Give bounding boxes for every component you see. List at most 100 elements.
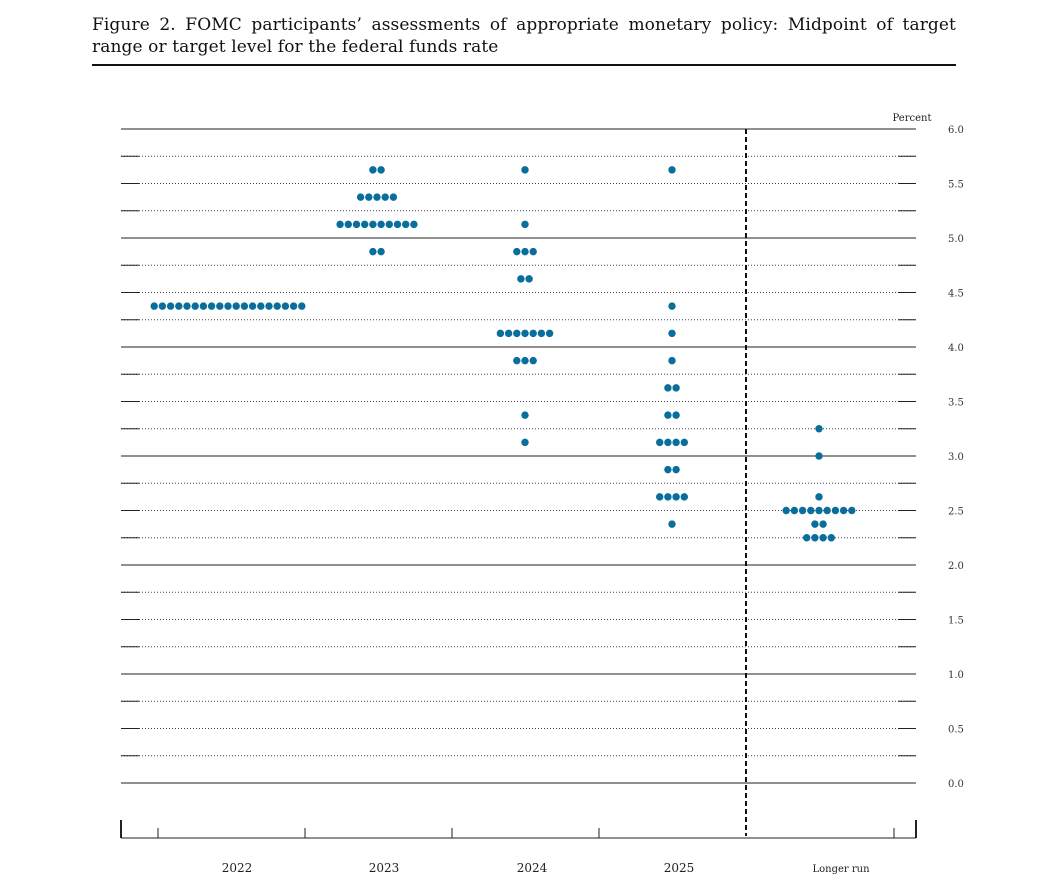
participant-dot bbox=[352, 220, 361, 229]
participant-dot bbox=[216, 302, 224, 310]
participant-dot bbox=[369, 220, 377, 229]
y-tick-label: 1.5 bbox=[948, 616, 964, 627]
participant-dot bbox=[672, 465, 680, 474]
y-tick-label: 3.0 bbox=[948, 452, 964, 463]
participant-dot bbox=[672, 493, 680, 501]
participant-dot bbox=[811, 520, 819, 528]
x-category-label: 2024 bbox=[517, 861, 548, 875]
participant-dot bbox=[199, 302, 208, 310]
participant-dot bbox=[672, 438, 680, 447]
participant-dot bbox=[680, 493, 688, 501]
participant-dot bbox=[529, 356, 537, 365]
participant-dot bbox=[521, 247, 529, 256]
participant-dot bbox=[529, 247, 537, 256]
participant-dot bbox=[823, 506, 831, 515]
participant-dot bbox=[664, 411, 672, 419]
participant-dot bbox=[656, 438, 664, 447]
participant-dot bbox=[521, 438, 529, 447]
participant-dot bbox=[668, 302, 676, 310]
participant-dot bbox=[529, 329, 537, 338]
participant-dot bbox=[336, 220, 344, 229]
participant-dot bbox=[385, 220, 393, 229]
participant-dot bbox=[183, 302, 191, 310]
participant-dot bbox=[393, 220, 402, 229]
participant-dot bbox=[811, 534, 819, 542]
participant-dot bbox=[150, 302, 158, 310]
participant-dot bbox=[377, 220, 385, 229]
y-tick-label: 5.0 bbox=[948, 234, 964, 245]
participant-dot bbox=[344, 220, 352, 229]
participant-dot bbox=[356, 193, 365, 201]
y-tick-label: 2.5 bbox=[948, 507, 964, 518]
participant-dot bbox=[819, 534, 827, 542]
participant-dot bbox=[257, 302, 265, 310]
participant-dot bbox=[815, 452, 823, 460]
participant-dot bbox=[361, 220, 369, 229]
x-category-label: Longer run bbox=[812, 864, 870, 875]
participant-dot bbox=[664, 384, 672, 392]
participant-dot bbox=[373, 193, 381, 201]
participant-dot bbox=[668, 166, 676, 174]
participant-dot bbox=[668, 356, 676, 365]
participant-dot bbox=[248, 302, 257, 310]
participant-dot bbox=[207, 302, 216, 310]
participant-dot bbox=[827, 534, 835, 542]
participant-dot bbox=[377, 166, 385, 174]
participant-dot bbox=[365, 193, 373, 201]
participant-dot bbox=[831, 506, 840, 515]
figure-title: Figure 2. FOMC participants’ assessments… bbox=[92, 15, 956, 57]
y-tick-label: 6.0 bbox=[948, 125, 964, 136]
participant-dot bbox=[819, 520, 827, 528]
participant-dot bbox=[521, 220, 529, 229]
participant-dot bbox=[521, 166, 529, 174]
participant-dot bbox=[240, 302, 249, 310]
participant-dot bbox=[175, 302, 183, 310]
y-tick-label: 5.5 bbox=[948, 180, 964, 191]
participant-dot bbox=[815, 506, 823, 515]
participant-dot bbox=[848, 506, 856, 515]
y-axis-label: Percent bbox=[893, 113, 932, 124]
participant-dot bbox=[224, 302, 232, 310]
participant-dot bbox=[298, 302, 306, 310]
participant-dot bbox=[265, 302, 273, 310]
participant-dot bbox=[158, 302, 167, 310]
participant-dot bbox=[281, 302, 290, 310]
y-tick-label: 1.0 bbox=[948, 670, 964, 681]
participant-dot bbox=[668, 329, 676, 338]
participant-dot bbox=[191, 302, 199, 310]
participant-dot bbox=[815, 425, 823, 433]
dot-layer bbox=[150, 166, 856, 542]
participant-dot bbox=[545, 329, 554, 338]
participant-dot bbox=[798, 506, 807, 515]
participant-dot bbox=[389, 193, 398, 201]
y-tick-label: 4.5 bbox=[948, 289, 964, 300]
participant-dot bbox=[839, 506, 848, 515]
y-tick-label: 3.5 bbox=[948, 398, 964, 409]
participant-dot bbox=[672, 384, 680, 392]
participant-dot bbox=[166, 302, 175, 310]
participant-dot bbox=[664, 438, 672, 447]
y-tick-label: 2.0 bbox=[948, 561, 964, 572]
participant-dot bbox=[232, 302, 240, 310]
participant-dot bbox=[381, 193, 389, 201]
participant-dot bbox=[672, 411, 680, 419]
participant-dot bbox=[513, 247, 521, 256]
participant-dot bbox=[537, 329, 546, 338]
participant-dot bbox=[496, 329, 505, 338]
participant-dot bbox=[656, 493, 664, 501]
participant-dot bbox=[273, 302, 281, 310]
y-tick-label: 4.0 bbox=[948, 343, 964, 354]
y-tick-label: 0.5 bbox=[948, 725, 964, 736]
participant-dot bbox=[664, 493, 672, 501]
x-category-label: 2025 bbox=[664, 861, 695, 875]
participant-dot bbox=[525, 275, 533, 283]
axis-layer: 0.0 0.5 1.0 1.5 2.0 2.5 3.0 3.5 4.0 4.5 5.0 5.5 6.0 P… bbox=[120, 113, 964, 875]
participant-dot bbox=[410, 220, 418, 229]
participant-dot bbox=[680, 438, 688, 447]
participant-dot bbox=[803, 534, 811, 542]
x-category-label: 2022 bbox=[222, 861, 253, 875]
participant-dot bbox=[517, 275, 525, 283]
participant-dot bbox=[513, 356, 521, 365]
participant-dot bbox=[289, 302, 298, 310]
